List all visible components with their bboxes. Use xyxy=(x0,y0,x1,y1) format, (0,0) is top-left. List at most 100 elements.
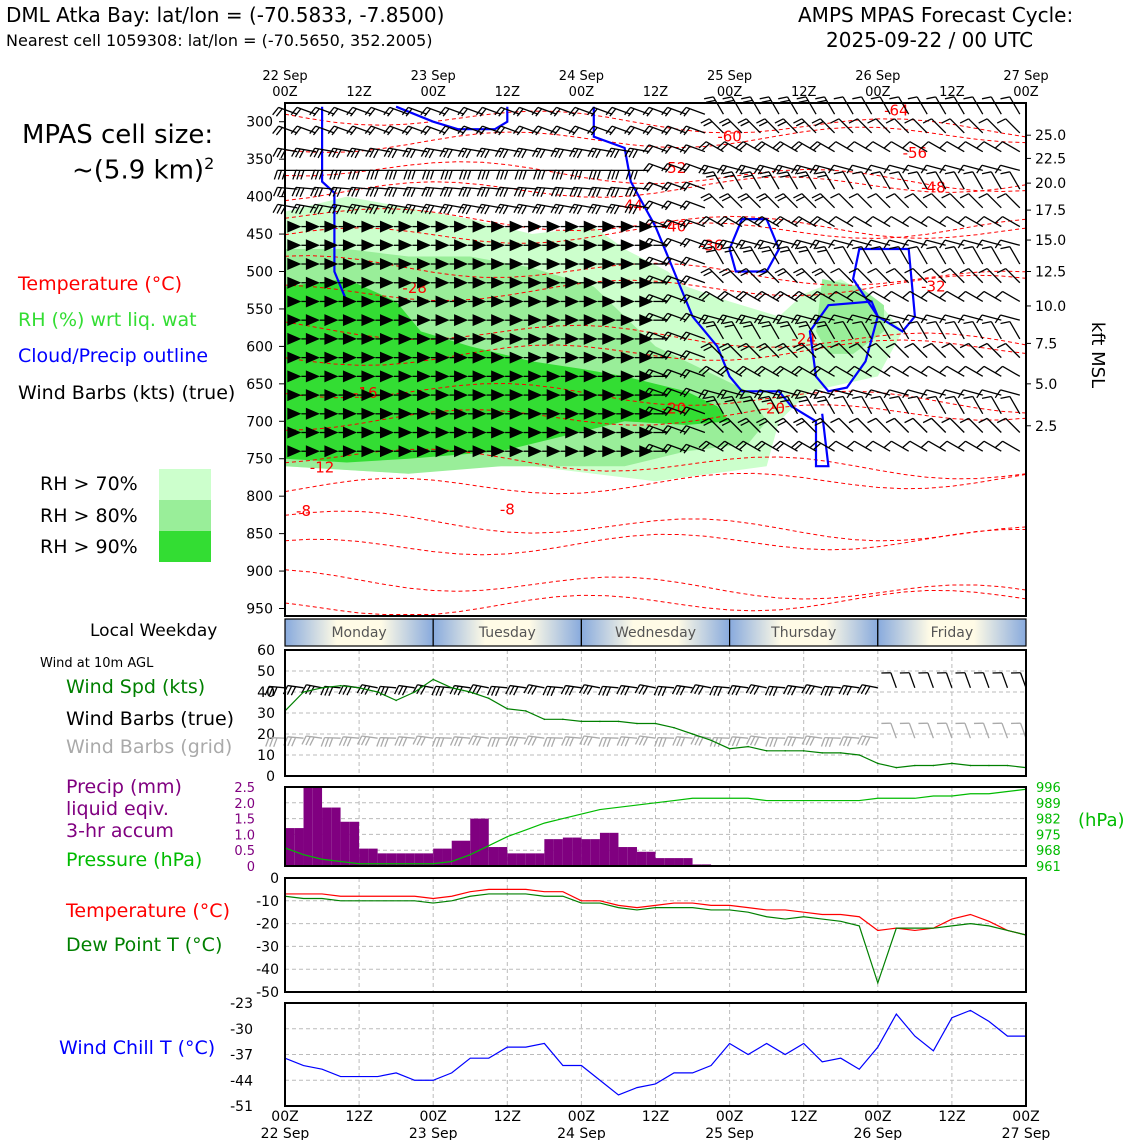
wind-barb-section xyxy=(661,406,687,417)
wind-barb-section xyxy=(625,186,650,198)
wind-barb-section xyxy=(907,395,928,415)
wind-barb-section xyxy=(772,365,798,377)
wind-flag-triangle xyxy=(528,295,543,308)
wind-barb-section xyxy=(978,342,1002,359)
wind-barb-section xyxy=(624,106,650,117)
wind-flag-triangle xyxy=(491,407,506,420)
wind-flag-triangle xyxy=(305,220,320,233)
precip-bar xyxy=(646,851,656,866)
wind-barb-section xyxy=(811,193,836,209)
temperature-contour xyxy=(284,448,1027,480)
wind-flag-triangle xyxy=(639,220,654,233)
wind-barb-section xyxy=(458,186,483,198)
rh80-label: RH > 80% xyxy=(40,505,138,527)
wind-barb-section xyxy=(904,268,928,284)
wind-barb-section xyxy=(642,144,669,155)
wind-barb-section xyxy=(569,186,594,198)
wind-flag-triangle xyxy=(509,370,524,383)
wind-barb-section xyxy=(959,268,984,284)
wind-flag-triangle xyxy=(342,276,357,289)
wind-barb-true xyxy=(973,672,990,689)
wind-barb-section xyxy=(815,320,836,340)
wind-barb-section xyxy=(994,314,1020,324)
wind-flag-triangle xyxy=(546,314,561,327)
wind-flag-triangle xyxy=(361,407,376,420)
wind-barb-section xyxy=(941,342,965,359)
wind-barb-section xyxy=(639,389,668,402)
wind-barb-section xyxy=(815,246,836,265)
wind-barb-section xyxy=(883,365,909,377)
wind-barb-section xyxy=(778,246,799,265)
wind-barb-section xyxy=(870,246,891,265)
wind-barb-section xyxy=(495,186,520,198)
wind-barb-true xyxy=(634,684,656,695)
weekday-cell xyxy=(580,618,731,647)
wind-barb-section xyxy=(438,106,465,117)
wind-barb-section xyxy=(870,320,891,340)
wind-barb-section xyxy=(476,186,502,198)
pressure-unit-label: (hPa) xyxy=(1078,810,1125,831)
pressure-tick-label: 350 xyxy=(246,152,273,168)
wind-barb-section xyxy=(830,118,854,134)
wind-tick-label: 30 xyxy=(257,706,275,722)
wind-barb-section xyxy=(920,290,947,303)
wind-barb-section xyxy=(722,171,743,190)
wind-barb-section xyxy=(661,200,687,211)
wind-barb-section xyxy=(793,193,817,209)
wind-barb-section xyxy=(848,268,873,284)
wind-barb-section xyxy=(994,164,1020,174)
wind-barb-true xyxy=(745,684,767,695)
pressure-tick-label-right: 996 xyxy=(1036,781,1061,796)
wind-flag-triangle xyxy=(361,220,376,233)
wind-flag-triangle xyxy=(565,295,580,308)
wind-flag-triangle xyxy=(305,332,320,345)
pressure-tick-label: 650 xyxy=(246,377,273,393)
wind-barb-section xyxy=(476,147,502,159)
wind-flag-triangle xyxy=(639,389,654,402)
wind-flag-triangle xyxy=(546,258,561,271)
wind-barb-section xyxy=(902,216,928,228)
wind-barb-section xyxy=(944,320,965,340)
time-label-top: 12Z xyxy=(346,85,372,100)
wind-tick-label: 0 xyxy=(266,769,275,785)
wind-flag-triangle xyxy=(287,445,302,458)
wind-flag-triangle xyxy=(398,239,413,252)
wind-flag-triangle xyxy=(417,314,432,327)
wind-flag-triangle xyxy=(528,239,543,252)
wind-barb-grid xyxy=(801,735,823,746)
cloud-precip-outline xyxy=(321,106,348,302)
wind-barb-section xyxy=(852,96,873,115)
wind-barb-section xyxy=(756,193,780,209)
wind-barb-section xyxy=(811,417,836,433)
precip-bar xyxy=(322,807,332,866)
wind-barb-section xyxy=(642,387,669,398)
wind-barb-true xyxy=(449,684,471,696)
wind-barb-section xyxy=(661,387,687,398)
wind-flag-triangle xyxy=(454,407,469,420)
wind-flag-triangle xyxy=(342,332,357,345)
wind-barb-section xyxy=(1000,246,1021,265)
precip-bar xyxy=(498,847,508,866)
wind-flag-triangle xyxy=(361,295,376,308)
wind-barb-section xyxy=(401,106,428,117)
weekday-cell xyxy=(877,618,1027,647)
wind-flag-triangle xyxy=(342,295,357,308)
wind-flag-triangle xyxy=(342,239,357,252)
wind-barb-true xyxy=(653,685,675,697)
temperature-contour xyxy=(284,589,1027,615)
wind-flag-triangle xyxy=(454,370,469,383)
wind-barb-section xyxy=(796,320,817,340)
wind-barb-grid xyxy=(394,736,415,747)
wind-barb-section xyxy=(754,365,780,377)
wind-flag-triangle xyxy=(472,276,487,289)
wind-barb-section xyxy=(700,118,724,134)
wind-barb-section xyxy=(978,118,1002,134)
time-label-top: 00Z xyxy=(272,85,298,100)
wind-barb-section xyxy=(791,440,817,452)
wind-flag-triangle xyxy=(454,220,469,233)
wind-barb-section xyxy=(639,220,668,233)
wind-barb-section xyxy=(828,141,854,153)
wind-barb-section xyxy=(846,365,872,377)
precip-bar xyxy=(516,853,526,866)
wind-flag-triangle xyxy=(583,370,598,383)
